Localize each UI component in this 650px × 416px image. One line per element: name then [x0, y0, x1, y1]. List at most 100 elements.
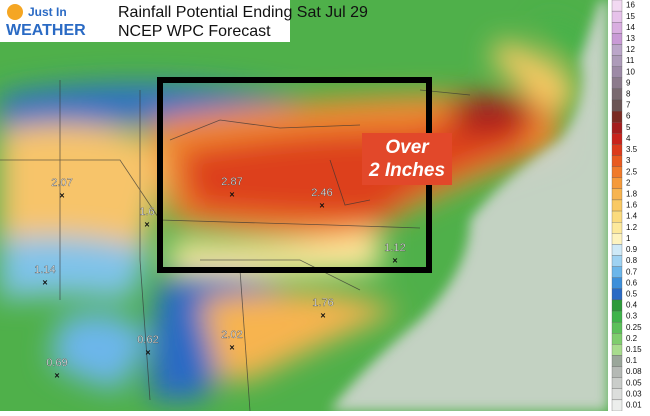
legend-label: 0.25 [626, 323, 642, 332]
point-value: 1.12 [384, 242, 405, 254]
legend-swatch [611, 99, 623, 112]
legend-label: 0.4 [626, 301, 638, 310]
header: Just In WEATHER Rainfall Potential Endin… [0, 0, 368, 42]
legend-swatch [611, 222, 623, 234]
legend-label: 4 [626, 134, 631, 143]
point-labels: 2.07×1.6×2.87× 2.46×1.12×1.14×1.76×0.62×2… [34, 176, 406, 381]
legend-swatch [611, 377, 623, 389]
point-marker: × [320, 310, 325, 320]
legend-swatch [611, 333, 623, 345]
legend-swatch [611, 66, 623, 78]
legend-swatch [611, 55, 623, 67]
legend-swatch [611, 133, 623, 145]
legend-swatch [611, 122, 623, 134]
legend-label: 0.08 [626, 367, 642, 376]
logo-text: Just In [28, 5, 67, 19]
legend-label: 13 [626, 34, 635, 43]
legend-swatch [611, 244, 623, 256]
legend-label: 8 [626, 90, 631, 99]
legend-label: 0.3 [626, 312, 638, 321]
point-value: 2.07 [51, 177, 72, 189]
callout-text: 2 Inches [368, 160, 445, 181]
point-marker: × [54, 370, 59, 380]
legend-swatch [611, 44, 623, 56]
point-marker: × [319, 200, 324, 210]
legend-swatch [611, 344, 623, 356]
subtitle: NCEP WPC Forecast [118, 23, 271, 40]
point-marker: × [42, 277, 47, 287]
legend-swatch [611, 33, 623, 45]
legend-swatch [611, 399, 623, 412]
logo-sun [7, 4, 23, 20]
callout-text: Over [385, 137, 430, 158]
legend-label: 0.2 [626, 334, 638, 343]
point-marker: × [59, 190, 64, 200]
legend-label: 1.6 [626, 201, 638, 210]
legend-label: 0.8 [626, 256, 638, 265]
legend-swatch [611, 155, 623, 167]
legend-swatch [611, 110, 623, 123]
legend-label: 1 [626, 234, 631, 243]
point-marker: × [145, 347, 150, 357]
legend-label: 0.5 [626, 289, 638, 298]
legend-swatch [611, 266, 623, 278]
legend-swatch [611, 366, 623, 378]
legend-swatch [611, 188, 623, 201]
legend-swatch [611, 166, 623, 178]
legend-label: 3.5 [626, 145, 638, 154]
point-value: 1.14 [34, 264, 55, 276]
legend-swatch [611, 0, 623, 12]
point-value: 2.02 [221, 329, 242, 341]
header-box [0, 0, 290, 42]
legend-label: 15 [626, 12, 635, 21]
legend-swatch [611, 321, 623, 334]
title: Rainfall Potential Ending Sat Jul 29 [118, 4, 368, 21]
legend-label: 0.1 [626, 356, 638, 365]
legend-label: 11 [626, 56, 635, 65]
legend-swatch [611, 288, 623, 301]
legend-label: 1.8 [626, 190, 638, 199]
legend-swatch [611, 299, 623, 312]
legend-swatch [611, 177, 623, 189]
legend-swatch [611, 277, 623, 289]
legend-label: 0.01 [626, 401, 642, 410]
legend-swatch [611, 10, 623, 23]
point-marker: × [229, 342, 234, 352]
logo-text: WEATHER [6, 22, 86, 39]
legend-label: 14 [626, 23, 635, 32]
legend-swatch [611, 355, 623, 367]
callout: Over 2 Inches [362, 133, 452, 185]
legend-swatch [611, 210, 623, 223]
point-value: 0.69 [46, 357, 67, 369]
legend-swatch [611, 233, 623, 245]
legend-label: 16 [626, 1, 635, 10]
legend-swatch [611, 199, 623, 212]
legend-swatch [611, 144, 623, 156]
legend-label: 12 [626, 45, 635, 54]
legend-swatch [611, 310, 623, 323]
legend-label: 0.15 [626, 345, 642, 354]
legend-label: 3 [626, 156, 631, 165]
legend-label: 6 [626, 112, 631, 121]
point-marker: × [229, 189, 234, 199]
legend-label: 0.05 [626, 378, 642, 387]
legend-label: 0.6 [626, 278, 638, 287]
point-value: 1.76 [312, 297, 333, 309]
legend-label: 0.03 [626, 389, 642, 398]
legend-swatch [611, 88, 623, 101]
point-marker: × [392, 255, 397, 265]
point-value: 2.46 [311, 187, 332, 199]
legend-label: 2.5 [626, 167, 638, 176]
point-value: 1.6 [139, 206, 154, 218]
legend-label: 2 [626, 178, 631, 187]
legend-label: 1.4 [626, 212, 638, 221]
callout-box [362, 133, 452, 185]
legend: 16 15 14 13 12 11 10 9 8 7 6 5 4 3.5 3 2.5 2 1.8 1.6 1.4 1.2… [611, 0, 642, 412]
legend-swatch [611, 388, 623, 401]
point-marker: × [144, 219, 149, 229]
legend-label: 0.7 [626, 267, 638, 276]
legend-label: 9 [626, 78, 631, 87]
legend-swatch [611, 77, 623, 90]
